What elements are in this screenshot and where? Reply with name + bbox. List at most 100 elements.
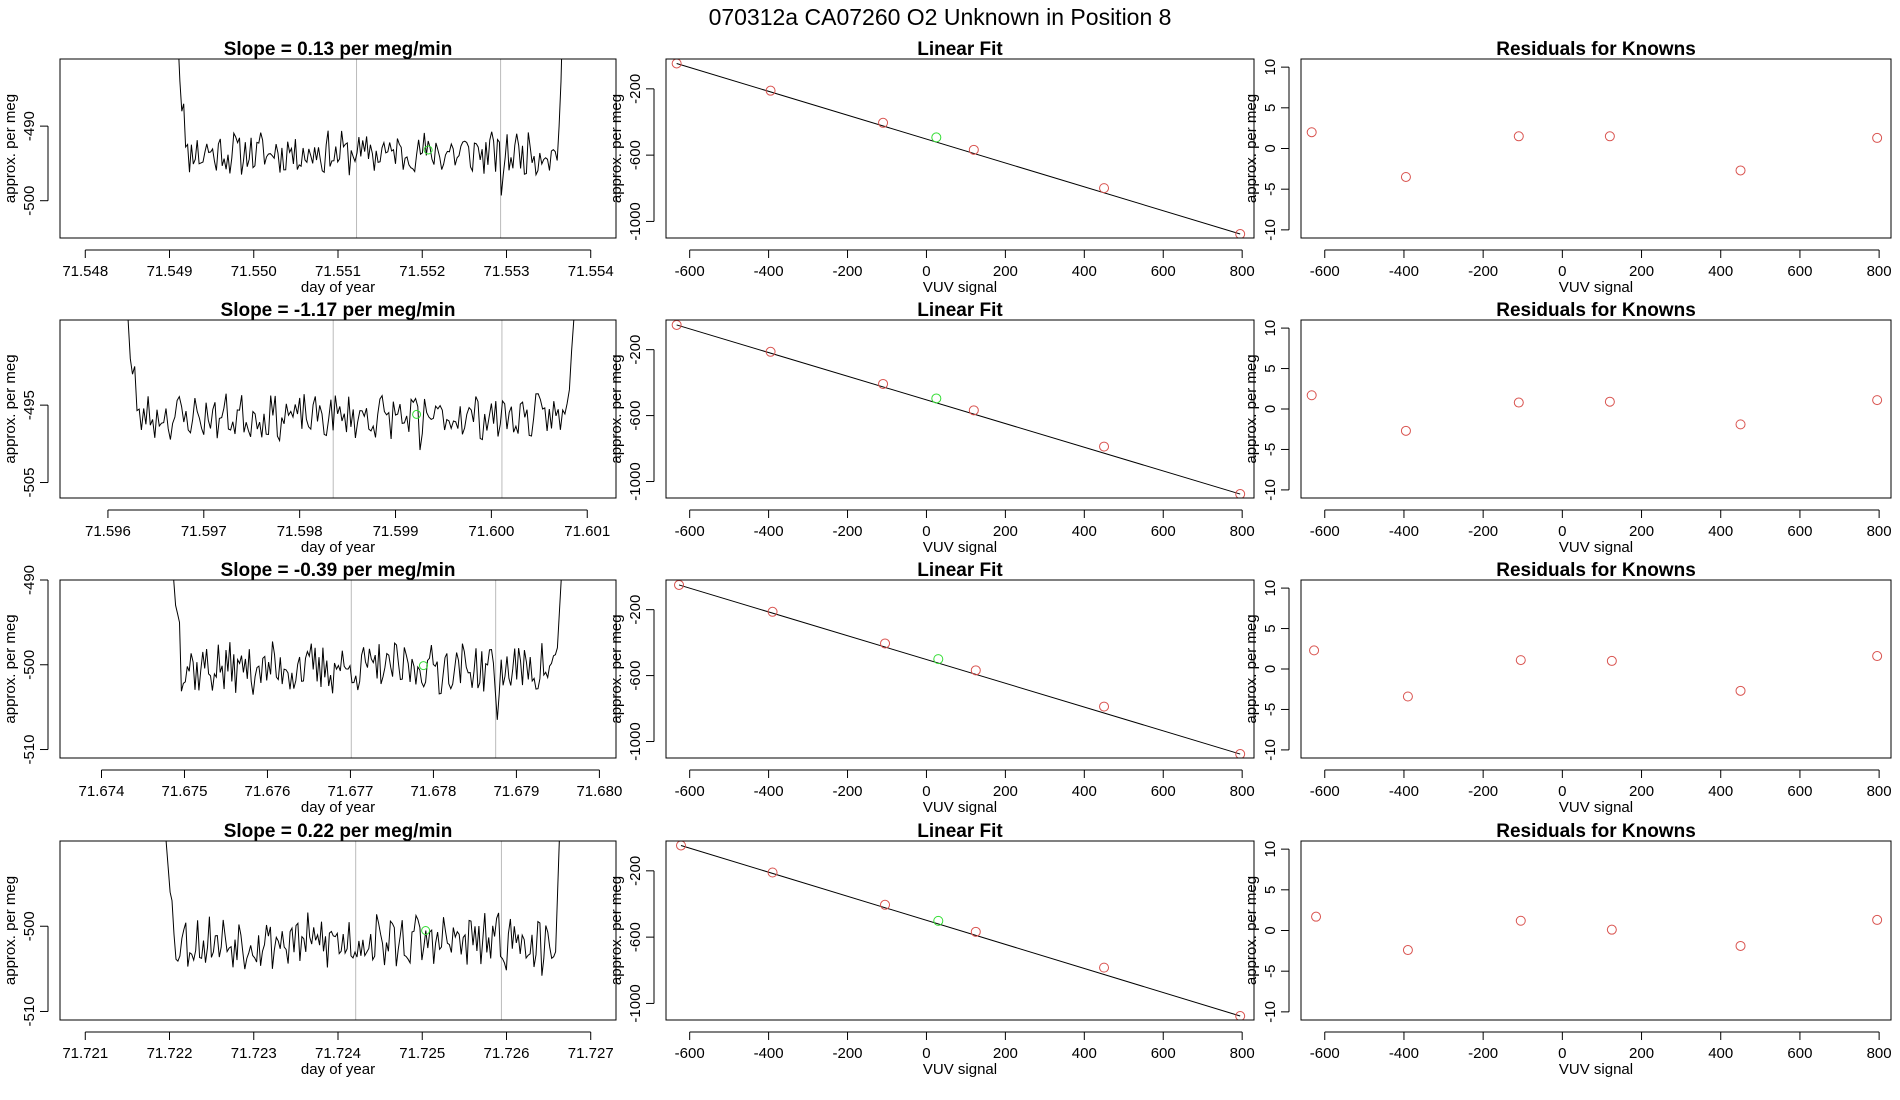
x-tick-label: 200 <box>993 783 1018 800</box>
x-tick-label: -400 <box>1389 263 1419 280</box>
plot-frame <box>59 58 617 239</box>
unknown-point <box>418 661 428 671</box>
y-tick-label: -500 <box>21 650 38 680</box>
x-tick-label: 71.722 <box>147 1045 193 1062</box>
x-tick-label: 71.724 <box>315 1045 361 1062</box>
x-tick-label: 400 <box>1708 783 1733 800</box>
known-point <box>767 867 778 878</box>
y-tick-label: -510 <box>21 996 38 1026</box>
panel-title: Slope = -0.39 per meg/min <box>221 560 456 581</box>
panel-title: Linear Fit <box>917 560 1003 581</box>
x-axis-label: VUV signal <box>1559 539 1633 556</box>
y-tick-label: -495 <box>21 390 38 420</box>
x-tick-label: 200 <box>993 263 1018 280</box>
panel-title: Linear Fit <box>917 39 1003 60</box>
residual-point <box>1513 131 1524 142</box>
y-axis-label: approx. per meg <box>608 876 625 985</box>
fit-line <box>678 584 1241 755</box>
residual-point <box>1400 425 1411 436</box>
y-tick-label: 5 <box>1262 624 1279 632</box>
y-tick-label: -490 <box>21 565 38 595</box>
chart-panel-residuals-1: Residuals for Knowns -600 -400 -200 0 200 400 6… <box>1243 39 1892 296</box>
x-tick-label: -400 <box>754 1045 784 1062</box>
x-tick-label: 0 <box>922 263 930 280</box>
plot-frame <box>1300 58 1892 239</box>
known-point <box>1099 962 1110 973</box>
chart-panel-linear_fit-3: Linear Fit -600 -400 -200 0 200 400 600 800 -200 -… <box>608 560 1255 816</box>
y-tick-label: -1000 <box>627 984 644 1022</box>
series-line <box>165 841 560 976</box>
fit-line <box>676 62 1241 235</box>
chart-panel-linear_fit-1: Linear Fit -600 -400 -200 0 200 400 600 800 -200 -… <box>608 39 1255 296</box>
panel-title: Linear Fit <box>917 821 1003 842</box>
plot-frame <box>59 579 617 759</box>
x-tick-label: -400 <box>754 783 784 800</box>
x-tick-label: 0 <box>922 523 930 540</box>
x-tick-label: 0 <box>922 1045 930 1062</box>
y-tick-label: -200 <box>627 74 644 104</box>
residual-point <box>1872 132 1883 143</box>
known-point <box>765 346 776 357</box>
panel-title: Residuals for Knowns <box>1496 300 1696 321</box>
y-tick-label: 10 <box>1262 320 1279 337</box>
x-tick-label: -400 <box>754 263 784 280</box>
x-tick-label: 71.551 <box>315 263 361 280</box>
plot-frame <box>665 319 1255 499</box>
x-tick-label: -200 <box>833 263 863 280</box>
x-tick-label: 71.725 <box>399 1045 445 1062</box>
known-point <box>1235 489 1246 498</box>
residual-point <box>1872 395 1883 406</box>
x-tick-label: 71.723 <box>231 1045 277 1062</box>
plot-frame <box>665 840 1255 1021</box>
chart-panel-residuals-3: Residuals for Knowns -600 -400 -200 0 200 400 6… <box>1243 560 1892 816</box>
known-point <box>671 59 682 69</box>
plot-frame <box>59 319 617 499</box>
x-tick-label: 400 <box>1072 783 1097 800</box>
unknown-point <box>931 393 942 404</box>
unknown-point <box>933 915 944 926</box>
y-tick-label: -600 <box>627 922 644 952</box>
y-tick-label: -5 <box>1262 443 1279 456</box>
x-tick-label: -400 <box>754 523 784 540</box>
series-line <box>178 59 563 196</box>
y-tick-label: -1000 <box>627 722 644 760</box>
fit-line <box>680 844 1241 1017</box>
plot-data <box>671 320 1246 498</box>
x-tick-label: 71.677 <box>328 783 374 800</box>
x-tick-label: 71.550 <box>231 263 277 280</box>
x-tick-label: -200 <box>833 1045 863 1062</box>
known-point <box>968 405 979 416</box>
chart-panel-timeseries-1: Slope = 0.13 per meg/min 71.548 71.549 71.5… <box>2 39 617 296</box>
x-tick-label: 400 <box>1708 523 1733 540</box>
y-tick-label: -1000 <box>627 462 644 500</box>
panel-title: Slope = -1.17 per meg/min <box>221 300 456 321</box>
x-tick-label: -400 <box>1389 1045 1419 1062</box>
y-axis-label: approx. per meg <box>1243 94 1260 203</box>
residual-point <box>1735 940 1746 951</box>
y-tick-label: -10 <box>1262 479 1279 501</box>
y-tick-label: 5 <box>1262 364 1279 372</box>
plot-frame <box>1300 319 1892 499</box>
residual-point <box>1735 419 1746 430</box>
plot-data <box>1306 390 1883 436</box>
chart-panel-residuals-4: Residuals for Knowns -600 -400 -200 0 200 400 6… <box>1243 821 1892 1078</box>
known-point <box>1235 749 1246 758</box>
residual-point <box>1402 691 1413 702</box>
x-tick-label: 0 <box>1558 1045 1566 1062</box>
y-tick-label: -200 <box>627 856 644 886</box>
plot-data <box>127 320 575 498</box>
residual-point <box>1306 390 1317 401</box>
x-tick-label: -600 <box>675 1045 705 1062</box>
plot-frame <box>1300 579 1892 759</box>
y-axis-label: approx. per meg <box>2 94 19 203</box>
x-tick-label: -200 <box>1468 1045 1498 1062</box>
x-tick-label: 200 <box>1629 1045 1654 1062</box>
x-axis-label: VUV signal <box>923 279 997 296</box>
x-tick-label: 71.674 <box>79 783 125 800</box>
x-tick-label: 71.600 <box>468 523 514 540</box>
y-tick-label: 10 <box>1262 59 1279 76</box>
x-tick-label: 71.597 <box>181 523 227 540</box>
chart-panel-timeseries-3: Slope = -0.39 per meg/min 71.674 71.675 71.… <box>2 560 622 816</box>
x-tick-label: 600 <box>1787 1045 1812 1062</box>
